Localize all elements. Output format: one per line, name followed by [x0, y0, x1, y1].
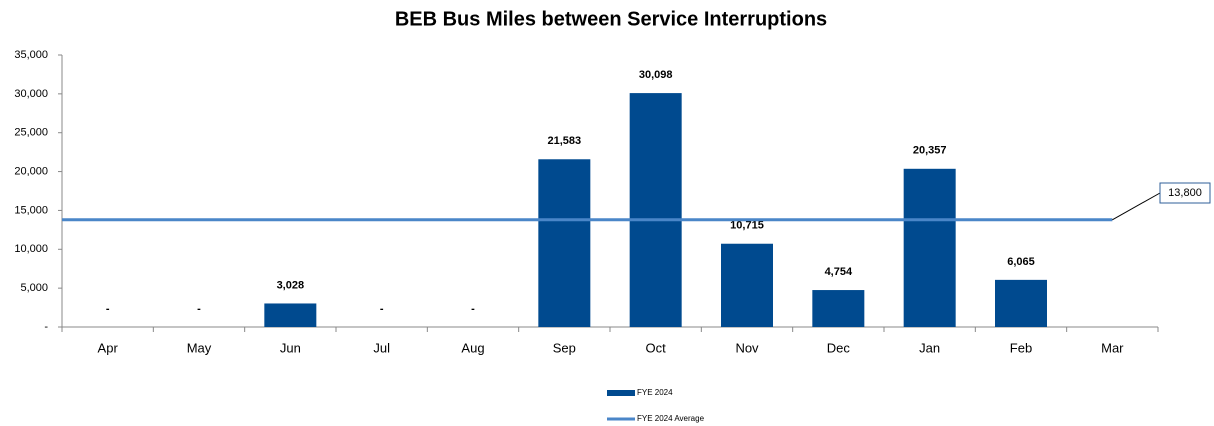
data-label: - — [380, 303, 384, 315]
y-tick-label: 30,000 — [14, 88, 48, 100]
y-tick-label: 20,000 — [14, 165, 48, 177]
legend-swatch — [607, 390, 635, 396]
x-tick-label: Aug — [461, 340, 484, 355]
legend-label: FYE 2024 — [637, 388, 673, 397]
data-label: 20,357 — [913, 145, 947, 157]
legend-label: FYE 2024 Average — [637, 414, 705, 423]
data-label: 4,754 — [825, 266, 853, 278]
chart-title: BEB Bus Miles between Service Interrupti… — [395, 8, 827, 30]
x-tick-label: Apr — [98, 340, 119, 355]
x-tick-label: Mar — [1101, 340, 1124, 355]
callout-box — [1159, 182, 1211, 204]
y-tick-label: 25,000 — [14, 127, 48, 139]
data-label: 30,098 — [639, 69, 673, 81]
y-tick-label: 35,000 — [14, 49, 48, 61]
data-label: 21,583 — [548, 135, 582, 147]
y-tick-label: 15,000 — [14, 204, 48, 216]
x-tick-label: Feb — [1010, 340, 1032, 355]
bar — [629, 93, 682, 327]
data-label: - — [197, 303, 201, 315]
data-label: - — [471, 303, 475, 315]
y-tick-label: 5,000 — [20, 282, 48, 294]
x-tick-label: Nov — [735, 340, 759, 355]
x-tick-label: Jan — [919, 340, 940, 355]
data-label: 10,715 — [730, 220, 764, 232]
callout-label: 13,800 — [1168, 187, 1202, 199]
y-tick-label: 10,000 — [14, 243, 48, 255]
bar — [264, 303, 317, 327]
x-tick-label: Dec — [827, 340, 851, 355]
x-tick-label: Jun — [280, 340, 301, 355]
data-label: - — [106, 303, 110, 315]
y-tick-label: - — [44, 321, 48, 333]
bar — [995, 279, 1047, 327]
callout-leader — [1112, 192, 1161, 221]
data-label: 6,065 — [1007, 256, 1035, 268]
bar — [903, 168, 956, 327]
bar — [721, 243, 773, 327]
x-tick-label: Jul — [373, 340, 390, 355]
bar — [812, 290, 865, 327]
x-tick-label: Oct — [646, 340, 667, 355]
x-tick-label: May — [187, 340, 212, 355]
data-label: 3,028 — [277, 279, 305, 291]
bar — [538, 159, 591, 327]
x-tick-label: Sep — [553, 340, 576, 355]
